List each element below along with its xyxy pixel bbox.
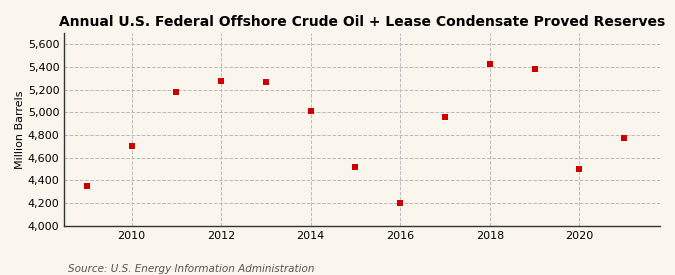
Point [82,184,92,188]
Title: Annual U.S. Federal Offshore Crude Oil + Lease Condensate Proved Reserves: Annual U.S. Federal Offshore Crude Oil +… [59,15,666,29]
Point [574,167,585,171]
Point [529,67,540,71]
Point [395,201,406,205]
Point [485,61,495,66]
Point [439,115,450,119]
Point [126,144,137,149]
Point [216,79,227,83]
Y-axis label: Million Barrels: Million Barrels [15,90,25,169]
Text: Source: U.S. Energy Information Administration: Source: U.S. Energy Information Administ… [68,264,314,274]
Point [261,80,271,84]
Point [305,109,316,114]
Point [619,136,630,141]
Point [171,90,182,94]
Point [350,165,361,169]
